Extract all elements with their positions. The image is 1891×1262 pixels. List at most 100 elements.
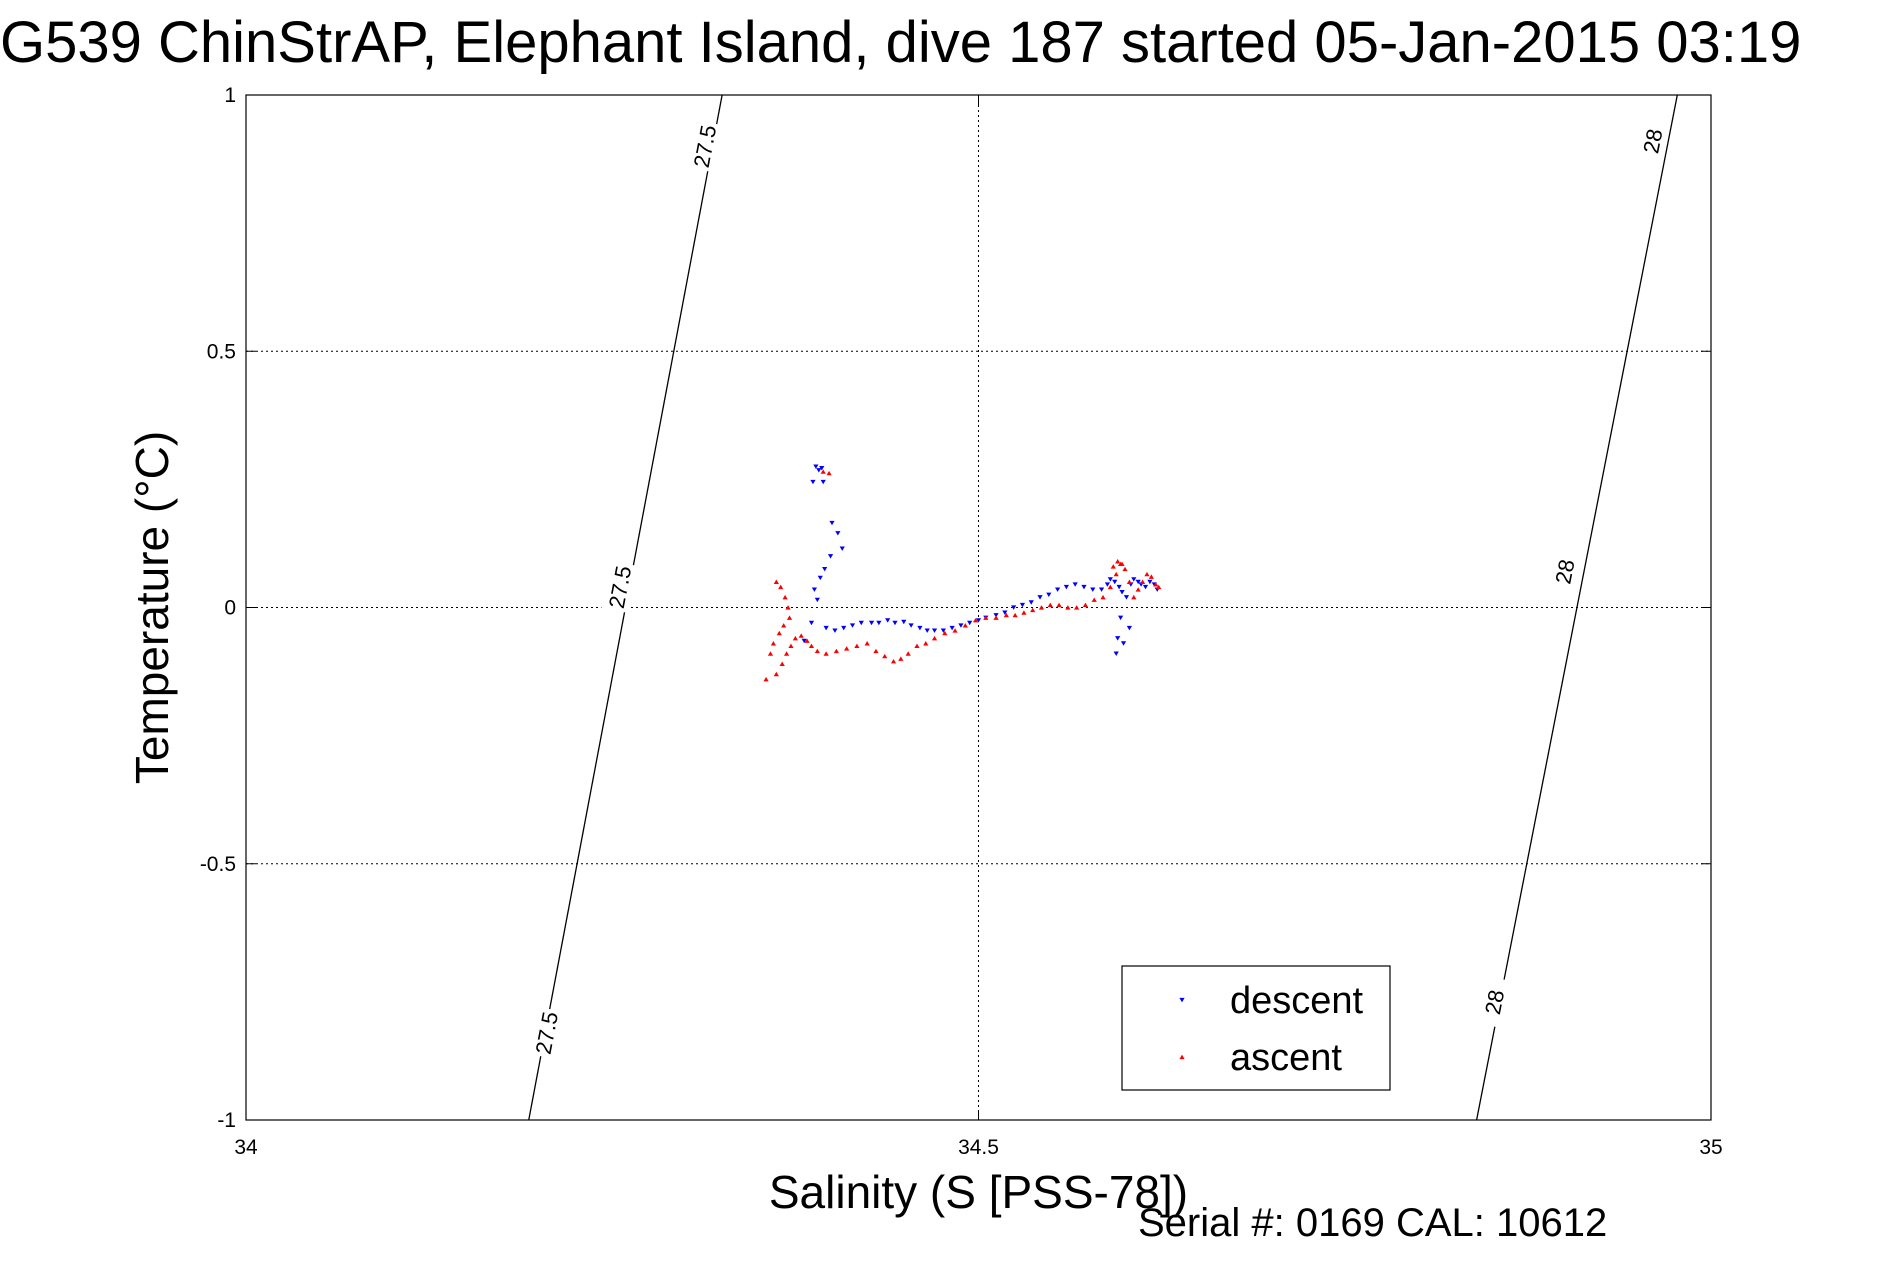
isopycnal-label-bg [528, 1006, 565, 1060]
ascent-point [1065, 605, 1071, 610]
ascent-point [914, 643, 920, 649]
ascent-point [1012, 612, 1018, 618]
descent-point [1112, 579, 1118, 585]
descent-point [1028, 600, 1034, 605]
ascent-point [773, 579, 779, 584]
ascent-point [1156, 584, 1162, 590]
ascent-point [773, 671, 779, 677]
chart-title: G539 ChinStrAP, Elephant Island, dive 18… [0, 10, 1802, 75]
descent-point [868, 620, 875, 626]
descent-point [1131, 577, 1137, 582]
descent-point [1098, 587, 1105, 592]
descent-point [1081, 584, 1087, 590]
descent-point [814, 597, 820, 603]
descent-point [849, 623, 856, 628]
legend-label-ascent: ascent [1230, 1037, 1342, 1079]
y-axis-label: Temperature (°C) [126, 431, 178, 784]
y-tick-label: 0.5 [207, 340, 236, 363]
descent-point [808, 620, 815, 626]
descent-point [820, 479, 826, 485]
descent-point [917, 625, 923, 631]
descent-point [1090, 587, 1096, 592]
descent-point [839, 546, 845, 551]
descent-point [858, 620, 864, 626]
ascent-point [826, 470, 832, 476]
ascent-point [804, 638, 810, 643]
descent-point [822, 566, 828, 572]
descent-point [1113, 651, 1119, 656]
x-tick-label: 34.5 [958, 1136, 999, 1159]
descent-point [1019, 602, 1026, 608]
ascent-point [942, 630, 948, 636]
ascent-point [1153, 582, 1159, 587]
ascent-point [792, 635, 798, 641]
descent-point [835, 531, 841, 536]
descent-point [1135, 579, 1141, 585]
legend-marker-ascent [1179, 1054, 1185, 1060]
ascent-point [854, 643, 860, 649]
ascent-point [767, 651, 774, 656]
ascent-point [823, 651, 829, 656]
descent-point [1126, 625, 1132, 631]
isopycnal-label: 28 [1480, 988, 1509, 1017]
descent-point [931, 628, 938, 633]
ascent-point [785, 605, 791, 610]
descent-point [801, 638, 807, 644]
y-tick-label: 1 [224, 84, 236, 107]
ascent-point [1126, 579, 1132, 584]
ascent-point [786, 615, 793, 620]
ascent-point [952, 628, 958, 633]
y-tick-label: -0.5 [200, 853, 236, 876]
ascent-point [763, 676, 769, 682]
descent-point [1119, 590, 1125, 595]
descent-point [823, 625, 829, 631]
ascent-point [993, 615, 999, 620]
ascent-point [781, 623, 787, 628]
ascent-point [776, 630, 782, 636]
descent-point [975, 618, 982, 623]
descent-point [841, 625, 847, 631]
descent-point [958, 623, 964, 628]
ascent-point [931, 635, 938, 641]
ascent-point [1074, 605, 1080, 610]
descent-point [1116, 584, 1122, 590]
ascent-point [1139, 579, 1146, 584]
descent-point [819, 466, 825, 471]
ascent-point [783, 651, 790, 656]
x-axis-label: Salinity (S [PSS-78]) [769, 1166, 1188, 1218]
tick-layer: 34 34.5 35 -1 -0.5 0 0.5 1 [200, 84, 1723, 1159]
descent-point [1147, 579, 1153, 585]
ascent-point [1091, 597, 1097, 602]
y-tick-label: -1 [217, 1109, 236, 1132]
isopycnal-label-bg [1546, 545, 1583, 598]
descent-point [924, 628, 930, 633]
ascent-point [782, 594, 788, 600]
descent-point [810, 479, 816, 485]
descent-point [827, 554, 834, 559]
ascent-point [1131, 594, 1137, 600]
ascent-point [1113, 571, 1119, 577]
ascent-point [814, 648, 820, 654]
ascent-point [1056, 602, 1062, 608]
ascent-point [833, 648, 839, 654]
isopycnal-label-bg [1634, 114, 1671, 168]
ascent-point [972, 617, 979, 623]
descent-point [1115, 636, 1121, 641]
x-tick-label: 34 [234, 1136, 258, 1159]
descent-point [1118, 615, 1124, 621]
x-tick-label: 35 [1699, 1136, 1722, 1159]
ascent-point [983, 615, 989, 620]
ascent-point [798, 633, 804, 638]
legend-marker-descent [1179, 997, 1185, 1003]
descent-point [1120, 641, 1127, 646]
descent-point [1011, 605, 1017, 610]
descent-point [940, 628, 946, 633]
ascent-point [1148, 574, 1154, 579]
ascent-point [808, 643, 815, 649]
ascent-point [1110, 564, 1116, 569]
descent-point [1046, 592, 1052, 598]
ascent-point [779, 661, 785, 666]
